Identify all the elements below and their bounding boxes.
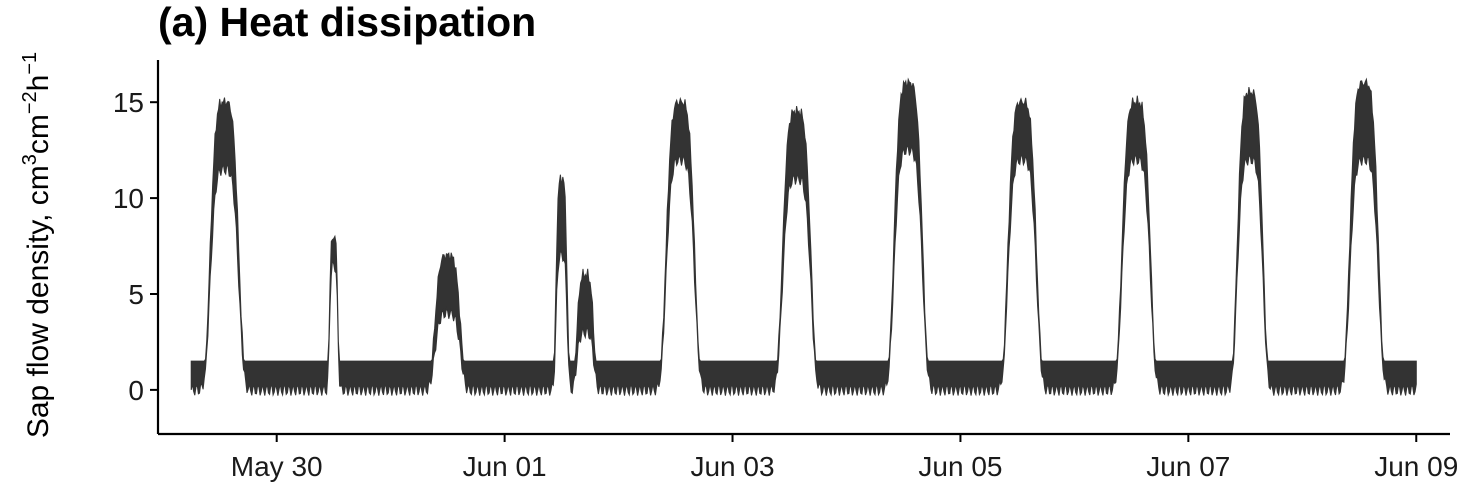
y-tick-label: 15 <box>113 87 144 118</box>
y-tick-label: 0 <box>128 375 144 406</box>
chart-title: (a) Heat dissipation <box>158 0 536 45</box>
x-tick-label: May 30 <box>231 451 323 482</box>
y-axis-label-sup1: 3 <box>19 154 41 165</box>
x-tick-label: Jun 09 <box>1374 451 1458 482</box>
axes-layer: 0 5 10 15 May 30 Jun 01 Jun 03 Jun 05 Jun 07 Jun … <box>113 60 1458 482</box>
sap-flow-band <box>190 77 1417 397</box>
data-layer <box>190 77 1417 397</box>
x-tick-label: Jun 03 <box>690 451 774 482</box>
x-tick-label: Jun 05 <box>918 451 1002 482</box>
y-axis-label-sup3: −1 <box>19 52 41 75</box>
y-axis-label-mid2: h <box>22 75 55 92</box>
y-tick-label: 10 <box>113 183 144 214</box>
y-axis-label-sup2: −2 <box>19 91 41 114</box>
y-axis-label: Sap flow density, cm3cm−2h−1 <box>19 52 55 438</box>
x-tick-label: Jun 07 <box>1146 451 1230 482</box>
y-axis-label-text: Sap flow density, cm <box>22 165 55 438</box>
y-axis-label-mid1: cm <box>22 114 55 154</box>
x-tick-label: Jun 01 <box>463 451 547 482</box>
y-tick-label: 5 <box>128 279 144 310</box>
